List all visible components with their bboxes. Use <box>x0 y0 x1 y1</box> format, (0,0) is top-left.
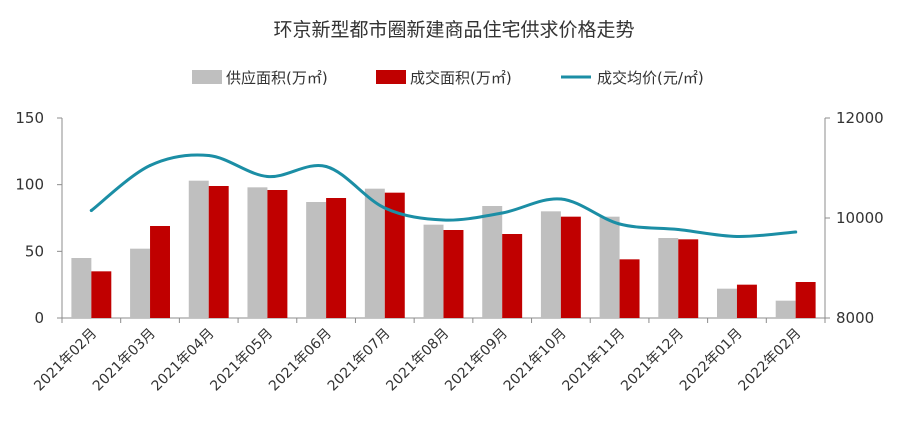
price-point <box>500 211 504 215</box>
price-point <box>442 218 445 222</box>
transaction-bar <box>619 259 640 318</box>
price-point <box>148 164 152 167</box>
y-ticks: 0 50 100 150 8000 10000 12000 <box>15 109 883 327</box>
supply-bar <box>188 180 209 318</box>
supply-bar <box>130 248 151 318</box>
legend-label-price: 成交均价(元/㎡) <box>597 69 704 87</box>
left-tick-label: 0 <box>34 309 44 327</box>
supply-bar <box>71 258 92 318</box>
left-tick-label: 150 <box>15 109 44 127</box>
supply-bar <box>540 211 561 318</box>
price-point <box>89 209 93 212</box>
transaction-bar <box>208 186 229 318</box>
price-point <box>265 175 269 178</box>
transaction-bar <box>326 198 347 318</box>
transaction-bar <box>678 239 699 318</box>
right-tick-label: 10000 <box>836 209 884 227</box>
bars <box>71 180 816 318</box>
legend-swatch-transaction <box>376 70 406 84</box>
left-tick-label: 50 <box>25 242 44 260</box>
price-point <box>735 235 739 238</box>
price-point <box>559 197 563 201</box>
transaction-bar <box>502 234 523 318</box>
supply-bar <box>306 202 327 318</box>
price-point <box>794 230 798 234</box>
transaction-bar <box>736 284 757 318</box>
price-point <box>383 206 387 210</box>
legend-label-transaction: 成交面积(万㎡) <box>410 69 512 87</box>
supply-bar <box>482 206 503 318</box>
legend-swatch-supply <box>192 70 222 84</box>
transaction-bar <box>150 226 170 318</box>
price-point <box>676 228 680 231</box>
legend-label-supply: 供应面积(万㎡) <box>226 69 328 87</box>
price-point <box>207 154 211 157</box>
price-line-layer <box>89 153 798 239</box>
supply-bar <box>717 288 737 318</box>
transaction-bar <box>795 282 816 318</box>
supply-bar <box>658 238 679 318</box>
supply-bar <box>247 187 268 318</box>
supply-bar <box>775 300 796 318</box>
supply-bar <box>364 188 385 318</box>
transaction-bar <box>91 271 112 318</box>
supply-bar <box>599 216 620 318</box>
x-ticks: 2021年02月2021年03月2021年04月2021年05月2021年06月… <box>31 326 804 395</box>
chart-title: 环京新型都市圈新建商品住宅供求价格走势 <box>273 19 634 41</box>
legend: 供应面积(万㎡) 成交面积(万㎡) 成交均价(元/㎡) <box>192 69 704 87</box>
transaction-bar <box>267 190 288 318</box>
transaction-bar <box>443 230 464 318</box>
left-tick-label: 100 <box>15 176 44 194</box>
price-point <box>324 165 328 168</box>
right-tick-label: 8000 <box>836 309 874 327</box>
supply-bar <box>423 224 444 318</box>
x-tick-label: 2022年02月 <box>736 326 805 395</box>
right-tick-label: 12000 <box>836 109 884 127</box>
price-point <box>618 222 622 226</box>
transaction-bar <box>384 192 405 318</box>
transaction-bar <box>560 216 581 318</box>
